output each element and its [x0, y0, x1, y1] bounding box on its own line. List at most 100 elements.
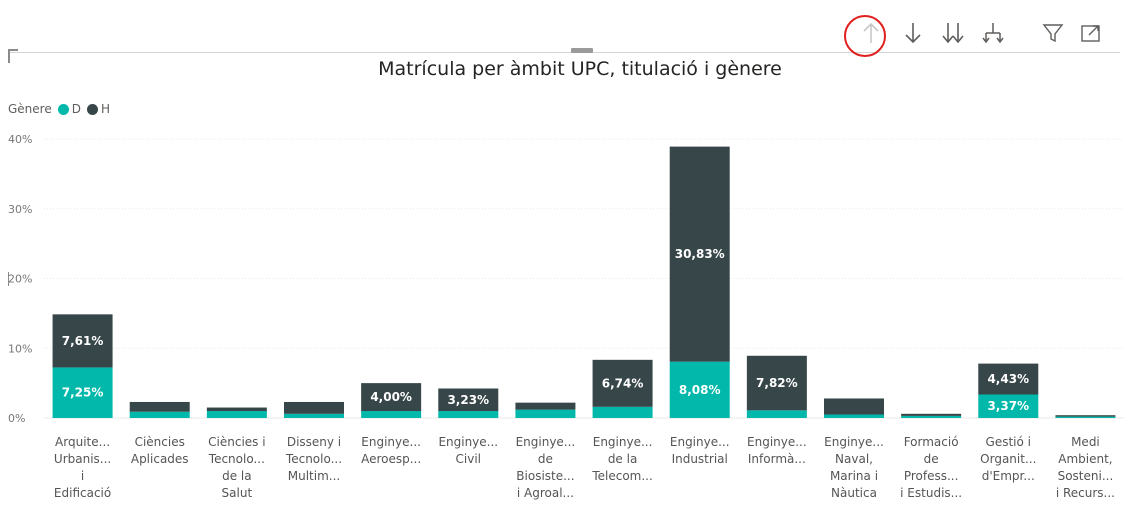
- y-tick-label: 20%: [8, 273, 32, 286]
- drag-grip[interactable]: [571, 48, 593, 53]
- x-tick-label: Salut: [222, 486, 253, 500]
- x-tick-label: d'Empr...: [982, 469, 1035, 483]
- x-tick-label: Urbanis...: [54, 452, 111, 466]
- x-tick-label: Aeroesp...: [361, 452, 421, 466]
- x-tick-label: Nàutica: [831, 486, 877, 500]
- bar-segment-d[interactable]: [52, 367, 113, 418]
- bar-segment-h[interactable]: [901, 413, 962, 416]
- x-tick-label: Enginye...: [670, 435, 730, 449]
- bar-segment-h[interactable]: [129, 401, 190, 412]
- x-tick-label: Disseny i: [287, 435, 341, 449]
- visual-top-border: [8, 52, 1120, 53]
- x-tick-label: Telecom...: [591, 469, 652, 483]
- bar-segment-d[interactable]: [129, 411, 190, 418]
- data-label: 3,37%: [987, 399, 1029, 413]
- bar-segment-d[interactable]: [361, 411, 422, 418]
- x-tick-label: Gestió i: [986, 435, 1031, 449]
- y-tick-label: 40%: [8, 133, 32, 146]
- bar-segment-d[interactable]: [592, 406, 653, 418]
- bar-segment-h[interactable]: [592, 359, 653, 407]
- resize-handle-corner[interactable]: [8, 49, 18, 51]
- x-tick-label: Arquite...: [55, 435, 110, 449]
- bar-segment-h[interactable]: [978, 363, 1039, 395]
- arrow-up-icon: [860, 21, 882, 49]
- x-tick-label: i Agroal...: [517, 486, 574, 500]
- x-tick-label: Enginye...: [824, 435, 884, 449]
- bar-segment-h[interactable]: [438, 388, 499, 412]
- bar-segment-d[interactable]: [1055, 416, 1116, 418]
- y-tick-label: 10%: [8, 342, 32, 355]
- bar-segment-h[interactable]: [361, 383, 422, 412]
- x-tick-label: Edificació: [54, 486, 111, 500]
- resize-handle-side[interactable]: [8, 272, 9, 286]
- x-tick-label: Civil: [456, 452, 481, 466]
- bar-segment-h[interactable]: [206, 407, 267, 412]
- x-tick-label: de: [924, 452, 939, 466]
- drill-down-button[interactable]: [898, 20, 928, 50]
- x-tick-label: Profess...: [904, 469, 959, 483]
- bar-segment-d[interactable]: [284, 413, 344, 418]
- data-label: 7,25%: [62, 386, 104, 400]
- data-label: 8,08%: [679, 383, 721, 397]
- x-tick-label: Enginye...: [747, 435, 807, 449]
- x-tick-label: Naval,: [835, 452, 873, 466]
- drill-up-button[interactable]: [856, 20, 886, 50]
- bar-segment-d[interactable]: [746, 410, 807, 418]
- bar-segment-h[interactable]: [746, 355, 807, 411]
- bar-segment-d[interactable]: [978, 394, 1039, 418]
- x-tick-label: Organit...: [980, 452, 1036, 466]
- legend-title: Gènere: [8, 102, 52, 116]
- next-level-button[interactable]: [938, 20, 968, 50]
- legend: Gènere D H: [8, 101, 116, 117]
- double-arrow-down-icon: [940, 21, 966, 49]
- legend-label-d: D: [71, 102, 81, 116]
- bar-segment-d[interactable]: [669, 361, 730, 418]
- arrow-down-icon: [902, 21, 924, 49]
- expand-next-level-button[interactable]: [978, 20, 1008, 50]
- bar-segment-d[interactable]: [901, 415, 962, 418]
- x-tick-label: Ciències: [135, 435, 185, 449]
- data-label: 7,61%: [62, 334, 104, 348]
- resize-handle-left[interactable]: [8, 49, 10, 63]
- filter-button[interactable]: [1038, 20, 1068, 50]
- bar-segment-h[interactable]: [515, 402, 576, 410]
- legend-item-d[interactable]: D: [57, 102, 81, 116]
- bar-segment-d[interactable]: [824, 414, 884, 418]
- data-label: 6,74%: [602, 376, 644, 390]
- x-tick-label: i Recurs...: [1056, 486, 1115, 500]
- x-tick-label: Informà...: [748, 452, 806, 466]
- x-tick-label: i Estudis...: [900, 486, 962, 500]
- x-tick-label: Sosteni...: [1058, 469, 1114, 483]
- focus-mode-button[interactable]: [1076, 20, 1106, 50]
- bar-segment-h[interactable]: [52, 314, 113, 368]
- bar-segment-h[interactable]: [824, 398, 884, 415]
- bar-segment-d[interactable]: [515, 409, 576, 418]
- bar-segment-d[interactable]: [438, 411, 499, 418]
- x-tick-label: de: [538, 452, 553, 466]
- legend-swatch-h: [86, 103, 98, 115]
- legend-item-h[interactable]: H: [86, 102, 110, 116]
- bar-segment-d[interactable]: [206, 411, 267, 418]
- bar-segment-h[interactable]: [669, 146, 730, 362]
- data-label: 7,82%: [756, 376, 798, 390]
- y-tick-label: 30%: [8, 203, 32, 216]
- legend-swatch-d: [57, 103, 69, 115]
- x-tick-label: Marina i: [830, 469, 878, 483]
- bar-segment-h[interactable]: [284, 401, 344, 414]
- chart-title: Matrícula per àmbit UPC, titulació i gèn…: [378, 58, 782, 80]
- x-tick-label: Aplicades: [131, 452, 189, 466]
- x-tick-label: i: [81, 469, 84, 483]
- x-tick-label: Biosiste...: [516, 469, 574, 483]
- filter-icon: [1042, 22, 1064, 48]
- expand-hierarchy-icon: [981, 21, 1005, 49]
- x-tick-label: Ambient,: [1058, 452, 1112, 466]
- data-label: 4,43%: [987, 372, 1029, 386]
- x-tick-label: de la: [608, 452, 638, 466]
- y-tick-label: 0%: [8, 412, 25, 425]
- x-tick-label: Enginye...: [438, 435, 498, 449]
- x-tick-label: Enginye...: [593, 435, 653, 449]
- x-tick-label: Medi: [1071, 435, 1100, 449]
- bar-segment-h[interactable]: [1055, 415, 1116, 417]
- x-tick-label: Ciències i: [208, 435, 265, 449]
